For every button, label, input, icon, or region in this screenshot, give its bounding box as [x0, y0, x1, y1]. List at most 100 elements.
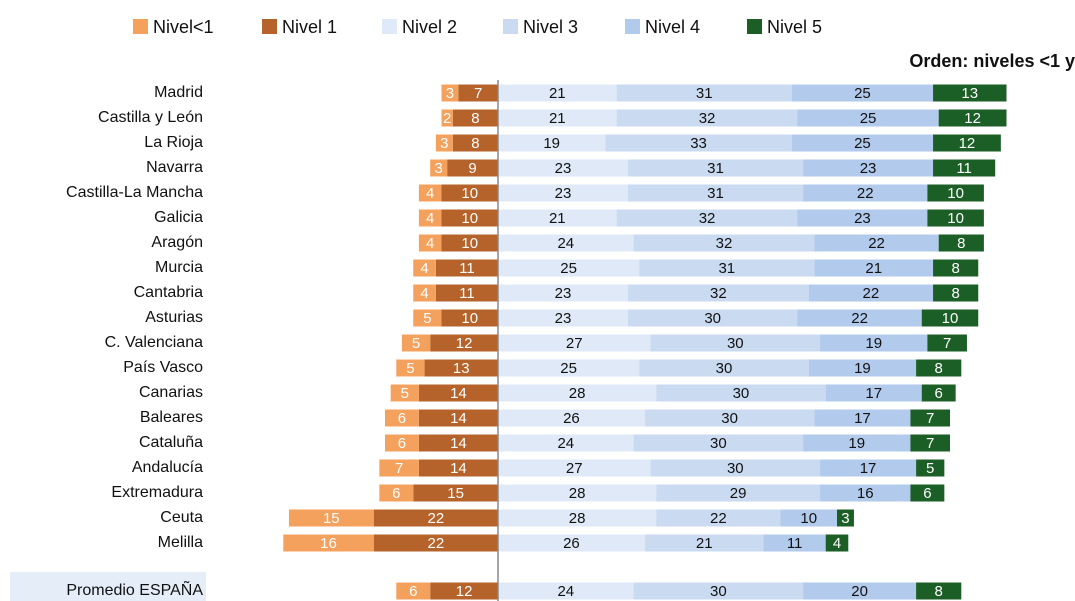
data-label: 15 — [447, 485, 464, 502]
bar-segment — [435, 284, 498, 302]
bar-segment — [498, 259, 640, 277]
data-label: 22 — [863, 285, 880, 302]
bar-segment — [498, 209, 617, 227]
bar-segment — [650, 459, 821, 477]
data-label: 30 — [710, 435, 727, 452]
data-label: 11 — [459, 285, 475, 302]
legend-label: Nivel 5 — [767, 17, 822, 37]
bar-segment — [933, 284, 979, 302]
bar-segment — [413, 284, 436, 302]
bar-segment — [916, 582, 962, 600]
bar-segment — [418, 459, 498, 477]
bar-segment — [498, 434, 634, 452]
bar-segment — [791, 84, 934, 102]
data-label: 7 — [926, 410, 934, 427]
bar-segment — [441, 209, 498, 227]
data-label: 17 — [860, 460, 877, 477]
data-label: 23 — [860, 160, 877, 177]
data-label: 10 — [461, 235, 478, 252]
data-label: 21 — [549, 110, 566, 127]
bar-segment — [627, 309, 798, 327]
bar-segment — [803, 582, 917, 600]
bar-segment — [498, 384, 657, 402]
data-label: 14 — [450, 410, 467, 427]
bar-segment — [605, 134, 792, 152]
data-label: 10 — [942, 310, 959, 327]
bar-segment — [413, 484, 498, 502]
data-label: 21 — [696, 535, 713, 552]
data-label: 30 — [704, 310, 721, 327]
data-label: 6 — [409, 583, 417, 600]
bar-segment — [441, 84, 459, 102]
bar-segment — [498, 284, 628, 302]
data-label: 22 — [710, 510, 727, 527]
data-label: 8 — [951, 285, 959, 302]
legend-swatch — [133, 19, 148, 34]
bar-segment — [498, 582, 634, 600]
data-label: 26 — [563, 410, 580, 427]
data-label: 16 — [320, 535, 337, 552]
category-label: Castilla y León — [98, 109, 203, 126]
data-label: 20 — [851, 583, 868, 600]
data-label: 23 — [555, 285, 572, 302]
data-label: 21 — [865, 260, 882, 277]
data-label: 10 — [461, 210, 478, 227]
data-label: 4 — [420, 260, 428, 277]
bar-segment — [627, 159, 804, 177]
data-label: 21 — [549, 210, 566, 227]
bar-segment — [910, 434, 950, 452]
bar-segment — [633, 434, 804, 452]
bar-segment — [656, 384, 826, 402]
bar-segment — [814, 259, 934, 277]
category-label: País Vasco — [123, 359, 203, 376]
data-label: 30 — [716, 360, 733, 377]
data-label: 26 — [563, 535, 580, 552]
bar-segment — [498, 409, 645, 427]
data-label: 12 — [959, 135, 976, 152]
bar-segment — [498, 484, 657, 502]
bar-segment — [808, 284, 934, 302]
data-label: 32 — [710, 285, 727, 302]
bar-segment — [424, 359, 498, 377]
bar-segment — [418, 184, 442, 202]
data-label: 22 — [857, 185, 874, 202]
data-label: 30 — [721, 410, 738, 427]
data-label: 13 — [961, 85, 978, 102]
data-label: 7 — [926, 435, 934, 452]
bar-segment — [820, 459, 917, 477]
bar-segment — [498, 534, 645, 552]
data-label: 5 — [412, 335, 420, 352]
data-label: 6 — [923, 485, 931, 502]
data-label: 19 — [543, 135, 560, 152]
bar-segment — [820, 484, 911, 502]
data-label: 7 — [395, 460, 403, 477]
bar-segment — [616, 84, 792, 102]
data-label: 13 — [453, 360, 470, 377]
data-label: 8 — [957, 235, 965, 252]
bar-segment — [814, 409, 911, 427]
data-label: 23 — [555, 310, 572, 327]
bar-segment — [385, 434, 419, 452]
category-label: Murcia — [155, 259, 203, 276]
data-label: 8 — [951, 260, 959, 277]
bar-segment — [656, 484, 821, 502]
category-label: Galicia — [154, 209, 203, 226]
bar-segment — [650, 334, 821, 352]
bar-segment — [418, 409, 498, 427]
data-label: 24 — [557, 235, 574, 252]
bar-segment — [797, 209, 928, 227]
bar-segment — [837, 509, 854, 527]
bar-segment — [644, 409, 815, 427]
data-label: 3 — [841, 510, 849, 527]
bar-segment — [441, 109, 453, 127]
legend-swatch — [625, 19, 640, 34]
data-label: 12 — [964, 110, 981, 127]
data-label: 2 — [443, 110, 451, 127]
data-label: 27 — [566, 335, 583, 352]
bar-segment — [938, 109, 1007, 127]
data-label: 12 — [456, 583, 473, 600]
bar-segment — [916, 359, 962, 377]
data-label: 17 — [865, 385, 882, 402]
data-label: 17 — [854, 410, 871, 427]
data-label: 27 — [566, 460, 583, 477]
